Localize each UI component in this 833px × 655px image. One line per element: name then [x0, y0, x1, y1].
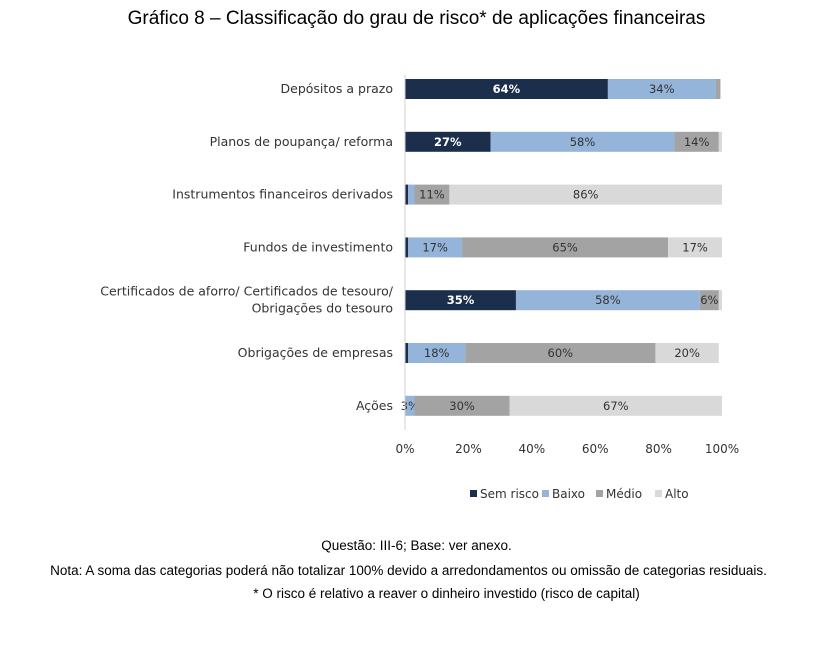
bar-segment-baixo	[405, 395, 415, 416]
data-label: 27%	[434, 135, 462, 149]
bar-segment-médio	[715, 79, 721, 99]
bar-segment-alto	[718, 131, 722, 152]
bar-segment-alto	[718, 290, 722, 311]
category-label: Ações	[356, 398, 393, 413]
x-axis: 0% 20% 40% 60% 80% 100%	[395, 75, 739, 456]
risk-footnote: * O risco é relativo a reaver o dinheiro…	[253, 586, 640, 601]
bar-segment-médio	[465, 343, 656, 363]
data-label: 64%	[493, 82, 521, 96]
legend-swatch	[542, 490, 549, 497]
x-tick-label: 80%	[645, 442, 672, 456]
x-tick-label: 40%	[518, 442, 545, 456]
bar-segment-médio	[414, 184, 450, 205]
bar-segment-médio	[414, 395, 510, 416]
data-label: 17%	[682, 240, 708, 254]
rounding-note: Nota: A soma das categorias poderá não t…	[50, 563, 767, 578]
data-label: 86%	[573, 188, 599, 202]
bar-segment-sem-risco	[405, 290, 516, 311]
chart-title: Gráfico 8 – Classificação do grau de ris…	[127, 8, 706, 29]
bar-segment-baixo	[607, 79, 716, 99]
category-label: Planos de poupança/ reforma	[210, 134, 393, 149]
x-tick-label: 60%	[582, 442, 609, 456]
bar-segment-sem-risco	[405, 79, 608, 99]
legend-label: Sem risco	[480, 487, 539, 501]
data-label: 65%	[552, 240, 578, 254]
data-label: 11%	[419, 188, 445, 202]
category-label: Obrigações de empresas	[238, 345, 393, 360]
bar-segment-alto	[668, 237, 722, 258]
bar-segment-médio	[462, 237, 669, 258]
bar-segment-baixo	[408, 184, 415, 205]
data-label: 58%	[570, 135, 596, 149]
legend-swatch	[655, 490, 662, 497]
legend-label: Alto	[665, 487, 689, 501]
data-label: 35%	[447, 293, 475, 307]
x-tick-label: 0%	[395, 442, 414, 456]
bar-segment-sem-risco	[405, 237, 409, 258]
x-tick-label: 100%	[705, 442, 739, 456]
bar-segment-sem-risco	[405, 184, 409, 205]
bar-segment-baixo	[408, 237, 463, 258]
category-label: Instrumentos financeiros derivados	[172, 187, 393, 202]
legend: Sem risco Baixo Médio Alto	[470, 487, 689, 501]
category-label: Depósitos a prazo	[281, 81, 394, 96]
data-label: 67%	[603, 399, 629, 413]
data-label: 18%	[424, 346, 450, 360]
bar-segment-alto	[655, 343, 719, 363]
bar-segment-baixo	[490, 131, 675, 152]
bar-segment-médio	[699, 290, 719, 311]
legend-label: Baixo	[552, 487, 585, 501]
bars-group: 64% 34% 27% 58% 14% 11% 86% 17% 65% 17% 35% 58% 6% 18…	[401, 79, 722, 416]
category-labels: Depósitos a prazo Planos de poupança/ ref…	[100, 81, 394, 413]
x-tick-label: 20%	[455, 442, 482, 456]
bar-segment-sem-risco	[405, 131, 491, 152]
bar-segment-alto	[449, 184, 722, 205]
bar-segment-alto	[509, 395, 722, 416]
category-label: Fundos de investimento	[243, 239, 393, 254]
legend-swatch	[596, 490, 603, 497]
legend-label: Médio	[606, 487, 642, 501]
bar-segment-baixo	[515, 290, 700, 311]
data-label: 58%	[595, 293, 621, 307]
question-note: Questão: III-6; Base: ver anexo.	[321, 538, 512, 553]
data-label: 20%	[674, 346, 700, 360]
legend-swatch	[470, 490, 477, 497]
bar-segment-médio	[674, 131, 719, 152]
data-label: 30%	[449, 399, 475, 413]
bar-segment-baixo	[408, 343, 466, 363]
data-label: 6%	[700, 293, 718, 307]
category-label: Certificados de aforro/ Certificados de …	[100, 284, 394, 299]
data-label: 14%	[684, 135, 710, 149]
data-label: 60%	[548, 346, 574, 360]
category-label: Obrigações do tesouro	[252, 301, 393, 316]
data-label: 34%	[649, 82, 675, 96]
stacked-bar-chart: 64% 34% 27% 58% 14% 11% 86% 17% 65% 17% 35% 58% 6% 18…	[100, 75, 739, 501]
data-label: 17%	[422, 240, 448, 254]
bar-segment-sem-risco	[405, 343, 409, 363]
